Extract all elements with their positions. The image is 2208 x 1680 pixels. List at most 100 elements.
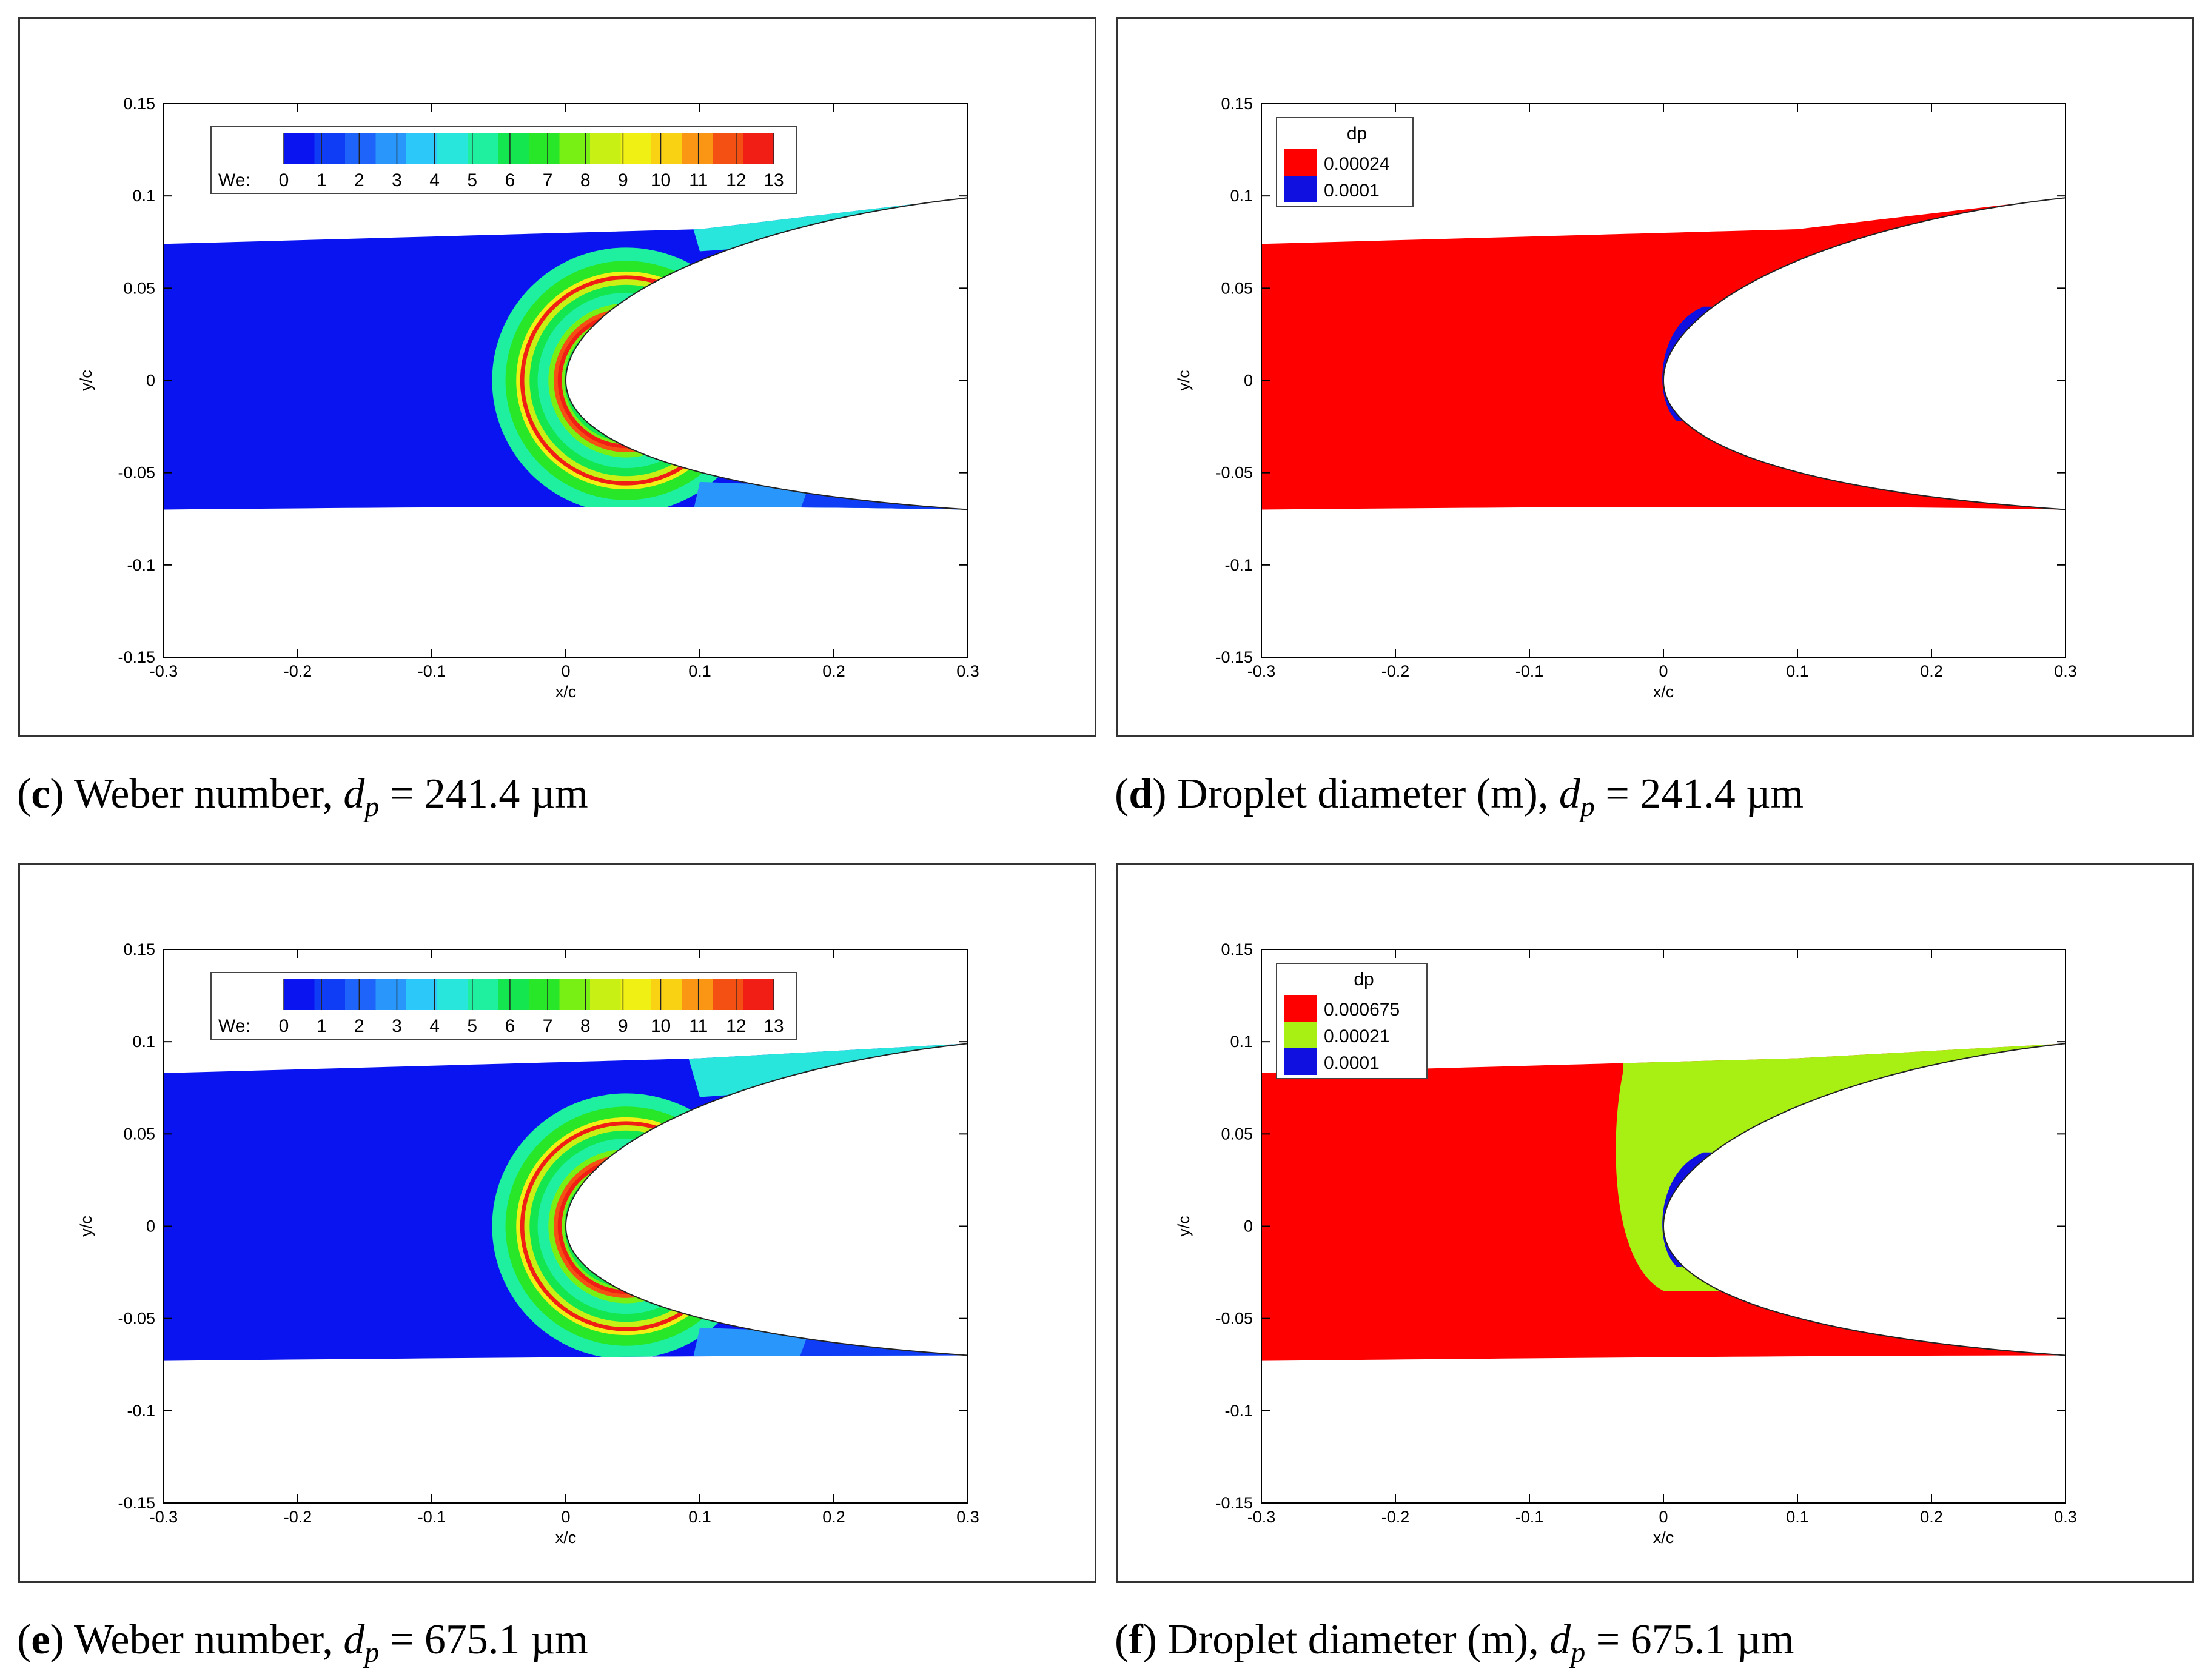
y-tick-label-2: 0.05 bbox=[123, 1125, 155, 1143]
caption-f: (f) Droplet diameter (m), dp = 675.1 µm bbox=[1115, 1616, 1794, 1668]
legend-swatch-15 bbox=[743, 979, 774, 1010]
y-tick-label-3: 0 bbox=[1244, 1217, 1253, 1236]
airfoil-body bbox=[566, 198, 968, 510]
legend-title: We: bbox=[218, 170, 250, 190]
legend-swatch-4 bbox=[406, 133, 437, 164]
legend-swatch-1 bbox=[1284, 176, 1317, 202]
airfoil-body bbox=[1663, 198, 2065, 510]
legend-swatch-0 bbox=[1284, 995, 1317, 1022]
legend-level-12: 12 bbox=[726, 1016, 746, 1036]
legend-title: We: bbox=[218, 1016, 250, 1036]
x-tick-label-5: 0.2 bbox=[822, 1508, 845, 1526]
legend-swatch-8 bbox=[529, 133, 560, 164]
x-tick-label-4: 0.1 bbox=[688, 1508, 711, 1526]
x-tick-label-5: 0.2 bbox=[1920, 662, 1943, 680]
legend-swatch-3 bbox=[375, 133, 407, 164]
x-tick-label-2: -0.1 bbox=[418, 1508, 446, 1526]
legend-swatch-1 bbox=[1284, 1022, 1317, 1048]
legend-swatch-14 bbox=[713, 979, 743, 1010]
y-tick-label-5: -0.1 bbox=[1224, 1402, 1253, 1420]
legend-swatch-10 bbox=[590, 133, 621, 164]
y-tick-label-5: -0.1 bbox=[127, 556, 155, 574]
x-tick-label-1: -0.2 bbox=[284, 1508, 312, 1526]
y-tick-label-1: 0.1 bbox=[1230, 1032, 1253, 1051]
airfoil-outline bbox=[1662, 1043, 2066, 1356]
x-axis-label: x/c bbox=[555, 683, 577, 701]
x-tick-label-3: 0 bbox=[561, 662, 570, 680]
y-tick-label-6: -0.15 bbox=[1215, 648, 1253, 666]
y-tick-label-5: -0.1 bbox=[1224, 556, 1253, 574]
legend-level-10: 10 bbox=[651, 1016, 671, 1036]
legend-level-4: 4 bbox=[429, 1016, 440, 1036]
legend-title: dp bbox=[1347, 124, 1367, 144]
legend-level-5: 5 bbox=[467, 170, 477, 190]
legend-title: dp bbox=[1354, 969, 1374, 989]
x-tick-label-3: 0 bbox=[1659, 662, 1668, 680]
y-tick-label-5: -0.1 bbox=[127, 1402, 155, 1420]
legend-entry-0: 0.00024 bbox=[1324, 154, 1389, 174]
x-tick-label-1: -0.2 bbox=[1381, 662, 1410, 680]
x-tick-label-6: 0.3 bbox=[956, 1508, 979, 1526]
x-tick-label-0: -0.3 bbox=[1247, 662, 1276, 680]
legend-level-9: 9 bbox=[618, 170, 628, 190]
legend-level-13: 13 bbox=[763, 1016, 784, 1036]
legend-swatch-15 bbox=[743, 133, 774, 164]
x-tick-label-4: 0.1 bbox=[688, 662, 711, 680]
legend-level-12: 12 bbox=[726, 170, 746, 190]
x-tick-label-3: 0 bbox=[561, 1508, 570, 1526]
x-tick-label-5: 0.2 bbox=[822, 662, 845, 680]
legend-swatch-0 bbox=[1284, 149, 1317, 176]
legend-entry-2: 0.0001 bbox=[1324, 1053, 1380, 1073]
legend-swatch-0 bbox=[284, 979, 315, 1010]
panel-e: -0.3 -0.2 -0.1 0 0.1 0.2 0.3 0.15 0.1 0.05 0 -0.05 -… bbox=[18, 863, 1096, 1583]
legend-level-10: 10 bbox=[651, 170, 671, 190]
y-tick-label-3: 0 bbox=[1244, 372, 1253, 390]
legend-swatch-2 bbox=[1284, 1048, 1317, 1075]
legend-level-5: 5 bbox=[467, 1016, 477, 1036]
legend-swatch-7 bbox=[498, 133, 529, 164]
y-tick-label-1: 0.1 bbox=[132, 1032, 155, 1051]
y-tick-label-0: 0.15 bbox=[1221, 940, 1253, 959]
x-tick-label-6: 0.3 bbox=[2054, 662, 2077, 680]
airfoil-outline bbox=[1662, 197, 2066, 510]
x-tick-label-1: -0.2 bbox=[1381, 1508, 1410, 1526]
legend-level-6: 6 bbox=[505, 170, 515, 190]
x-tick-label-6: 0.3 bbox=[2054, 1508, 2077, 1526]
caption-e: (e) Weber number, dp = 675.1 µm bbox=[17, 1616, 588, 1668]
x-tick-label-3: 0 bbox=[1659, 1508, 1668, 1526]
legend-swatch-4 bbox=[406, 979, 437, 1010]
airfoil-body bbox=[566, 1043, 968, 1356]
legend-swatch-14 bbox=[713, 133, 743, 164]
x-axis-label: x/c bbox=[1653, 1528, 1674, 1547]
y-axis-label: y/c bbox=[1175, 1216, 1193, 1237]
y-tick-label-6: -0.15 bbox=[118, 648, 155, 666]
airfoil-outline bbox=[565, 197, 968, 510]
legend-level-3: 3 bbox=[392, 1016, 402, 1036]
legend-entry-1: 0.00021 bbox=[1324, 1026, 1389, 1046]
legend-level-1: 1 bbox=[317, 170, 327, 190]
x-tick-label-0: -0.3 bbox=[1247, 1508, 1276, 1526]
y-tick-label-4: -0.05 bbox=[1215, 464, 1253, 482]
legend-level-7: 7 bbox=[543, 170, 553, 190]
y-tick-label-4: -0.05 bbox=[1215, 1310, 1253, 1328]
panel-f: -0.3 -0.2 -0.1 0 0.1 0.2 0.3 0.15 0.1 0.05 0 -0.05 -… bbox=[1116, 863, 2194, 1583]
y-tick-label-4: -0.05 bbox=[118, 464, 155, 482]
y-tick-label-4: -0.05 bbox=[118, 1310, 155, 1328]
legend-swatch-2 bbox=[345, 979, 376, 1010]
chart-f: -0.3 -0.2 -0.1 0 0.1 0.2 0.3 0.15 0.1 0.05 0 -0.05 -… bbox=[1175, 940, 2077, 1547]
legend-swatch-12 bbox=[651, 979, 682, 1010]
y-tick-label-0: 0.15 bbox=[1221, 95, 1253, 113]
legend-level-2: 2 bbox=[354, 170, 364, 190]
legend-level-11: 11 bbox=[689, 1016, 708, 1036]
panel-c: -0.3 -0.2 -0.1 0 0.1 0.2 0.3 0.15 0.1 0.05 0 -0.05 -… bbox=[18, 17, 1096, 737]
x-tick-label-2: -0.1 bbox=[1515, 1508, 1544, 1526]
legend-swatch-12 bbox=[651, 133, 682, 164]
y-tick-label-2: 0.05 bbox=[1221, 1125, 1253, 1143]
y-tick-label-6: -0.15 bbox=[1215, 1494, 1253, 1512]
x-tick-label-6: 0.3 bbox=[956, 662, 979, 680]
legend-swatch-5 bbox=[437, 979, 468, 1010]
legend-level-0: 0 bbox=[279, 1016, 289, 1036]
caption-d: (d) Droplet diameter (m), dp = 241.4 µm bbox=[1115, 771, 1804, 823]
chart-c: -0.3 -0.2 -0.1 0 0.1 0.2 0.3 0.15 0.1 0.05 0 -0.05 -… bbox=[77, 95, 979, 701]
legend-level-11: 11 bbox=[689, 170, 708, 190]
